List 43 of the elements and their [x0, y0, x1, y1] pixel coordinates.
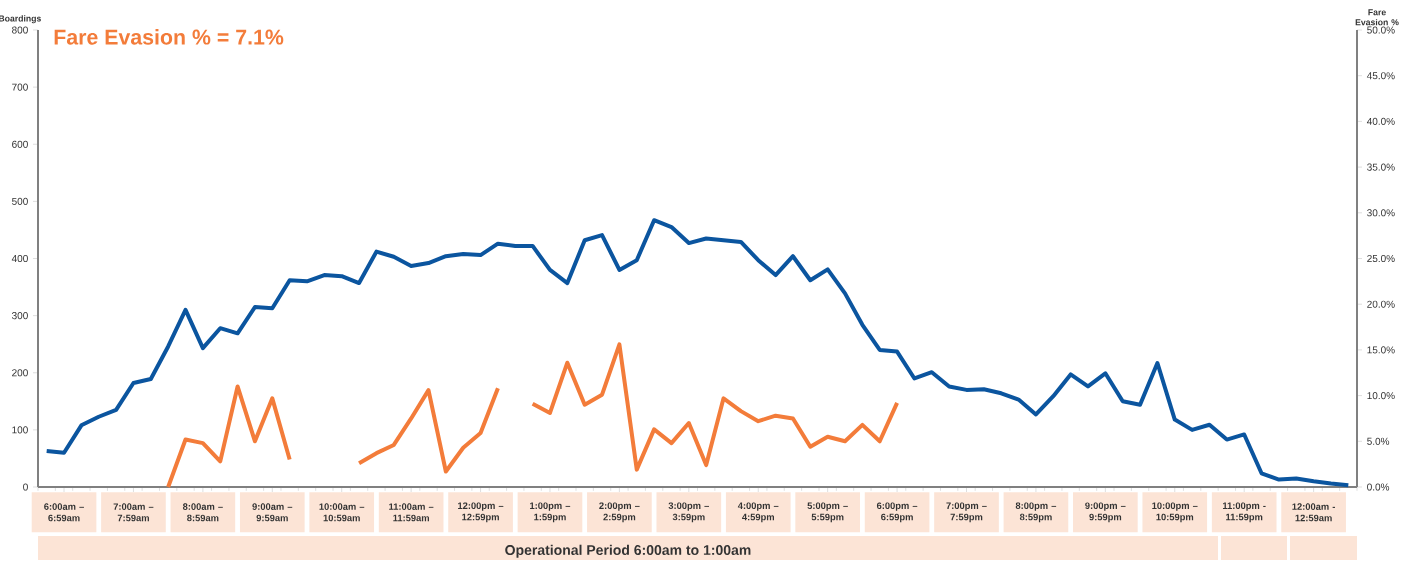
- x-tick-label: 6:00am – 6:59am: [44, 503, 84, 522]
- x-tick-label: 1:00pm – 1:59pm: [530, 502, 571, 523]
- y2-tick-label: 10.0%: [1367, 392, 1395, 400]
- chart-title: Fare Evasion % = 7.1%: [54, 29, 284, 45]
- y-tick-label: 400: [11, 254, 28, 263]
- y2-tick-label: 35.0%: [1367, 163, 1395, 171]
- y-tick-label: 300: [11, 312, 28, 320]
- x-tick-label: 8:00am – 8:59am: [182, 503, 223, 522]
- x-tick-label: 9:00am – 9:59am: [252, 503, 293, 522]
- y2-tick-label: 45.0%: [1366, 72, 1395, 80]
- y-tick-label: 0: [23, 483, 28, 491]
- y-tick-label: 700: [12, 83, 28, 91]
- x-tick-label: 5:00pm – 5:59pm: [807, 502, 848, 523]
- x-tick-label: 12:00pm – 12:59pm: [458, 502, 504, 523]
- x-tick-label: 11:00am – 11:59am: [389, 503, 434, 522]
- y-tick-label: 600: [12, 140, 28, 148]
- x-tick-label: 12:00am - 12:59am: [1292, 503, 1336, 522]
- x-tick-label: 10:00pm – 10:59pm: [1152, 502, 1198, 523]
- y-tick-label: 200: [12, 369, 28, 377]
- y2-tick-label: 50.0%: [1367, 26, 1395, 34]
- y2-tick-label: 0.0%: [1367, 483, 1390, 491]
- y-tick-label: 800: [12, 26, 28, 34]
- y2-tick-label: 30.0%: [1367, 209, 1395, 217]
- y-axis-title: Boardings: [0, 15, 41, 24]
- x-tick-label: 7:00am – 7:59am: [113, 503, 154, 522]
- x-tick-label: 6:00pm – 6:59pm: [876, 502, 918, 523]
- y2-tick-label: 5.0%: [1367, 437, 1390, 445]
- y2-tick-label: 40.0%: [1366, 117, 1395, 125]
- y2-tick-label: 25.0%: [1367, 254, 1395, 263]
- y-tick-label: 500: [12, 197, 28, 205]
- y2-axis-title: Fare Evasion %: [1355, 9, 1399, 26]
- x-tick-label: 10:00am – 10:59am: [319, 503, 365, 522]
- x-tick-label: 4:00pm – 4:59pm: [737, 502, 779, 523]
- x-tick-label: 8:00pm – 8:59pm: [1015, 502, 1057, 523]
- x-tick-label: 9:00pm – 9:59pm: [1085, 502, 1126, 523]
- x-axis-title: Operational Period 6:00am to 1:00am: [505, 544, 751, 558]
- y-tick-label: 100: [12, 426, 28, 434]
- y2-tick-label: 20.0%: [1367, 300, 1395, 308]
- x-tick-label: 11:00pm - 11:59pm: [1222, 502, 1266, 523]
- y2-tick-label: 15.0%: [1367, 346, 1395, 354]
- x-tick-label: 7:00pm – 7:59pm: [946, 502, 987, 523]
- x-tick-label: 2:00pm – 2:59pm: [599, 502, 640, 523]
- x-tick-label: 3:00pm – 3:59pm: [668, 502, 710, 523]
